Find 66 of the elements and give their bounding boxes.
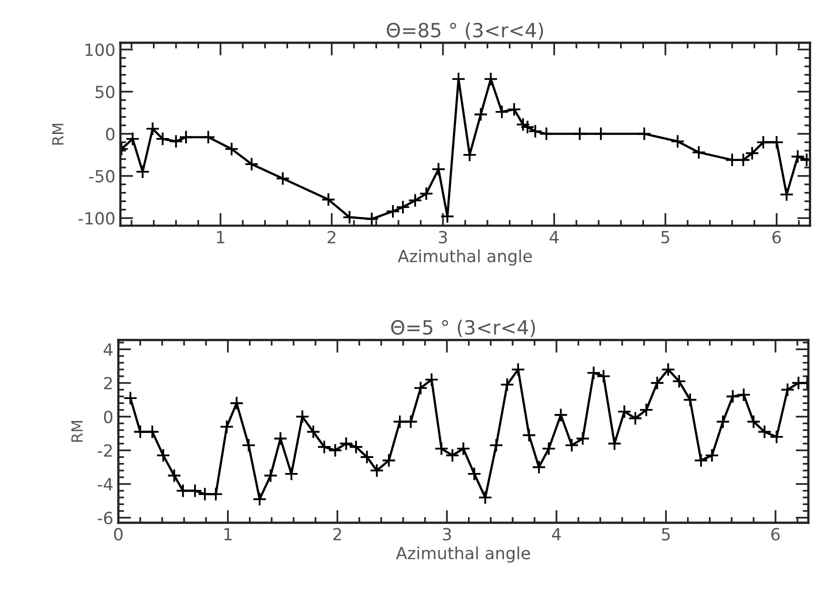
point (145, 122, 160, 136)
x-tick-label: 4 (550, 231, 559, 244)
y-tick-label: -100 (78, 212, 114, 225)
point (692, 145, 706, 160)
y-tick-label: 50 (96, 86, 114, 98)
x-tick-label: 6 (772, 230, 781, 244)
x-tick-label: 3 (442, 528, 451, 540)
x-axis-title: Azimuthal angle (396, 546, 530, 563)
point (520, 120, 535, 134)
y-tick-label: 0 (104, 410, 112, 424)
y-tick-label: 0 (106, 128, 114, 140)
point (506, 102, 522, 117)
point (386, 204, 400, 218)
point (364, 212, 379, 226)
point (756, 135, 770, 150)
y-tick-label: -50 (89, 170, 114, 183)
x-tick-label: 0 (114, 528, 123, 540)
point (594, 126, 608, 141)
point (779, 187, 794, 202)
point (539, 126, 554, 141)
x-tick-label: 1 (217, 231, 224, 244)
point (516, 117, 530, 132)
x-tick-label: 2 (328, 230, 336, 244)
point (178, 130, 194, 144)
point (528, 124, 542, 138)
point (342, 210, 357, 224)
y-tick-label: 4 (104, 343, 113, 356)
point (494, 104, 510, 120)
y-tick-label: -6 (98, 512, 112, 524)
point (670, 134, 685, 149)
point (790, 149, 805, 164)
point (135, 164, 150, 179)
point (321, 192, 336, 207)
point (125, 132, 140, 146)
point (408, 193, 422, 208)
point (462, 148, 477, 162)
x-tick-label: 5 (661, 231, 670, 244)
y-tick-label: 100 (86, 43, 114, 56)
point (224, 142, 239, 156)
point (156, 132, 170, 146)
point (474, 107, 488, 122)
point (769, 135, 784, 150)
y-tick-label: -2 (98, 444, 112, 457)
point (637, 126, 652, 141)
point (168, 134, 184, 149)
x-tick-label: 1 (224, 528, 232, 540)
x-tick-label: 6 (771, 528, 780, 540)
y-tick-label: 2 (104, 376, 112, 390)
point (396, 200, 410, 214)
point (431, 162, 446, 176)
x-tick-label: 3 (438, 230, 447, 244)
y-tick-label: -4 (98, 478, 113, 490)
point (419, 186, 434, 201)
x-tick-label: 4 (552, 528, 561, 540)
y-axis-title: RM (52, 124, 64, 145)
x-tick-label: 5 (662, 528, 670, 540)
point (201, 130, 216, 144)
point (276, 171, 290, 186)
chart-title: Θ=85 ° (3<r<4) (386, 22, 543, 40)
x-tick-label: 2 (333, 528, 342, 540)
x-axis-title: Azimuthal angle (398, 249, 532, 266)
chart-title: Θ=5 ° (3<r<4) (391, 320, 535, 338)
y-axis-title: RM (71, 420, 83, 442)
point (484, 72, 498, 86)
point (244, 156, 259, 172)
point (572, 126, 587, 141)
